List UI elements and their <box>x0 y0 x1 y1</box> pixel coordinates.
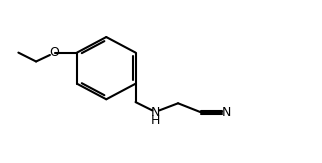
Text: H: H <box>151 114 160 127</box>
Text: O: O <box>49 46 59 59</box>
Text: N: N <box>151 106 160 119</box>
Text: N: N <box>221 106 231 119</box>
